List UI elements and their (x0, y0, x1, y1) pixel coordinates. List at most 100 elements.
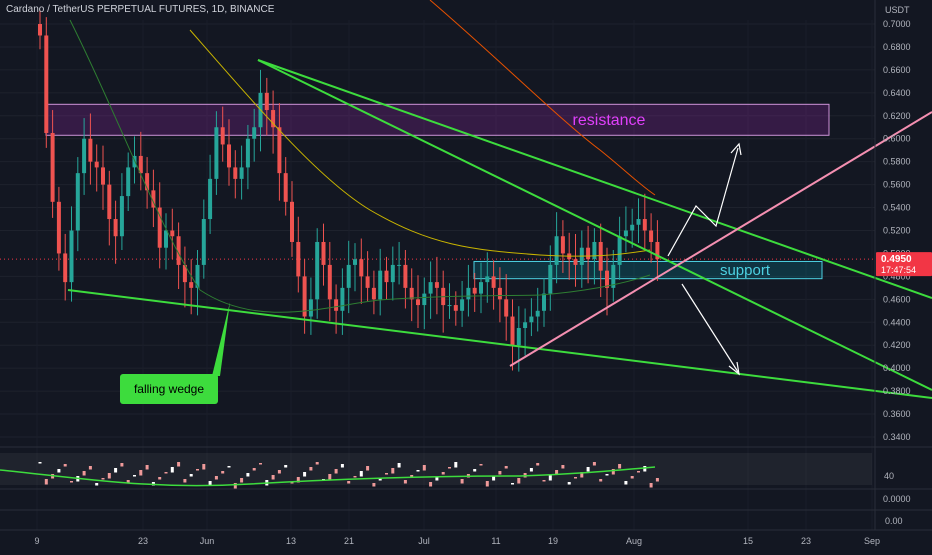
candle-body (472, 287, 477, 294)
bull-path-arrow (667, 147, 739, 257)
candle-body (63, 253, 68, 283)
candle-body (548, 264, 553, 294)
indicator-bar (233, 483, 237, 489)
candle-body (535, 310, 540, 317)
indicator-bar (618, 464, 622, 469)
indicator-bar (309, 467, 313, 471)
candle-body (371, 287, 376, 300)
candle-body (605, 270, 609, 288)
candle-body (598, 241, 603, 271)
support-zone (473, 260, 823, 280)
indicator-bar (416, 470, 420, 472)
candle-body (264, 92, 269, 111)
indicator-bar (378, 478, 382, 481)
candle-body (422, 293, 427, 306)
candle-body (176, 236, 181, 265)
indicator-bar (586, 467, 590, 472)
indicator-bar (170, 467, 174, 473)
indicator-bar (448, 467, 451, 469)
time-tick-label: 21 (344, 536, 354, 546)
candle-body (428, 282, 433, 294)
candle-body (50, 132, 55, 202)
candle-body (542, 293, 546, 311)
indicator-bar (605, 474, 609, 476)
indicator-bar (126, 480, 130, 483)
time-tick-label: 23 (801, 536, 811, 546)
candle-body (460, 299, 465, 311)
candle-body (327, 264, 332, 300)
candle-body (510, 316, 515, 346)
indicator-bar (536, 463, 540, 466)
candle-body (623, 230, 628, 237)
time-tick-label: 11 (491, 536, 500, 546)
indicator-bar (38, 462, 42, 464)
indicator-line (0, 466, 656, 487)
candle-body (138, 155, 143, 174)
candle-body (82, 138, 87, 174)
candle-body (252, 127, 257, 139)
price-tick-label: 0.6200 (883, 111, 911, 121)
indicator-bar (397, 463, 401, 468)
candle-body (151, 190, 156, 208)
falling-wedge-callout (120, 374, 218, 404)
indicator-bar (296, 477, 300, 483)
indicator-bar (44, 479, 48, 485)
indicator-bar (145, 465, 149, 470)
indicator-bar (63, 464, 67, 467)
indicator-pane (0, 453, 872, 489)
candle-body (302, 276, 307, 317)
indicator-bar (460, 479, 464, 484)
current-price-label: 0.4950 (881, 254, 912, 265)
indicator-bar (473, 469, 477, 472)
ma-yellow (189, 29, 651, 257)
indicator-bar (271, 475, 275, 480)
indicator-bar (511, 483, 514, 485)
indicator-bar (567, 482, 571, 485)
candle-body (479, 282, 483, 294)
indicator-bar (277, 470, 281, 474)
price-tick-label: 0.6800 (883, 42, 911, 52)
indicator-bar (252, 468, 256, 471)
price-tick-label: 0.6400 (883, 88, 911, 98)
candle-body (113, 219, 118, 237)
indicator-bar (359, 471, 363, 477)
indicator-bar (120, 463, 124, 467)
indicator-bar (592, 462, 596, 466)
indicator-bar (259, 463, 262, 465)
indicator-bar (284, 465, 288, 468)
candle-body (529, 316, 534, 323)
candle-body (201, 219, 206, 265)
indicator-bar (353, 476, 357, 478)
candle-body (101, 167, 105, 185)
indicator-bar (95, 483, 99, 486)
currency-label: USDT (885, 5, 910, 15)
drawings (67, 59, 932, 399)
candle-body (340, 287, 345, 311)
indicator-bar (624, 481, 628, 485)
time-tick-label: Jun (200, 536, 215, 546)
indicator-bar (403, 480, 407, 484)
indicator-bar (385, 473, 388, 475)
candle-body (586, 247, 591, 260)
indicator-bar (208, 481, 212, 486)
indicator-bar (164, 472, 168, 474)
indicator-bar (643, 466, 647, 472)
indicator-bar (290, 482, 294, 484)
price-tick-label: 0.3400 (883, 432, 911, 442)
candle-body (195, 264, 200, 288)
candle-body (245, 138, 250, 168)
price-tick-label: 0.4400 (883, 317, 911, 327)
bull-arrowhead (730, 142, 742, 156)
support-label: support (720, 262, 771, 279)
candle-body (119, 196, 124, 237)
candle-body (573, 259, 578, 265)
ma-green (69, 19, 651, 313)
indicator-bar (542, 480, 546, 482)
candle-body (145, 173, 150, 191)
indicator-bar (372, 483, 376, 487)
indicator-bar (202, 464, 206, 470)
